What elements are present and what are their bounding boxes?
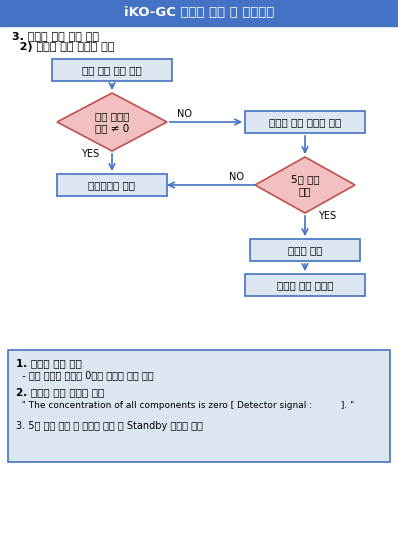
FancyBboxPatch shape [250,239,360,261]
Polygon shape [255,157,355,213]
Text: 2. 서비스 알림 메시지 표시: 2. 서비스 알림 메시지 표시 [16,387,104,397]
Text: 스케줄 중단: 스케줄 중단 [288,245,322,255]
Text: 스케줄 중단 초기화: 스케줄 중단 초기화 [277,280,333,290]
FancyBboxPatch shape [245,274,365,296]
FancyBboxPatch shape [52,59,172,81]
Text: NO: NO [178,109,193,119]
Text: YES: YES [318,211,336,221]
Text: 3. 검출기 이상 발생 알림: 3. 검출기 이상 발생 알림 [12,31,99,41]
Text: 모든 물질의
농도 ≠ 0: 모든 물질의 농도 ≠ 0 [95,111,129,133]
FancyBboxPatch shape [0,0,398,26]
Text: iKO-GC 이벤트 알림 및 보호모드: iKO-GC 이벤트 알림 및 보호모드 [124,6,274,19]
Text: 스케줄대로 동작: 스케줄대로 동작 [88,180,135,190]
Polygon shape [57,93,167,151]
Text: NO: NO [230,172,244,182]
Text: 3. 5회 연속 발생 시 스케줄 중단 후 Standby 스케줄 실행: 3. 5회 연속 발생 시 스케줄 중단 후 Standby 스케줄 실행 [16,421,203,431]
FancyBboxPatch shape [245,111,365,133]
Text: 이벤트 알림 메시지 표시: 이벤트 알림 메시지 표시 [269,117,341,127]
Text: 5회 연속
발생: 5회 연속 발생 [291,174,319,196]
Text: YES: YES [81,149,99,159]
Text: " The concentration of all components is zero [ Detector signal :          ]. ": " The concentration of all components is… [16,402,354,410]
FancyBboxPatch shape [57,174,167,196]
Text: 1. 서비스 알림 조건: 1. 서비스 알림 조건 [16,358,82,368]
FancyBboxPatch shape [8,350,390,462]
Text: 2) 검출기 신호 비정상 알림: 2) 검출기 신호 비정상 알림 [12,42,114,52]
Text: - 모든 물질의 농도가 0으로 기록될 경우 알림: - 모든 물질의 농도가 0으로 기록될 경우 알림 [16,370,154,380]
Text: 악취 물질 농도 계산: 악취 물질 농도 계산 [82,65,142,75]
